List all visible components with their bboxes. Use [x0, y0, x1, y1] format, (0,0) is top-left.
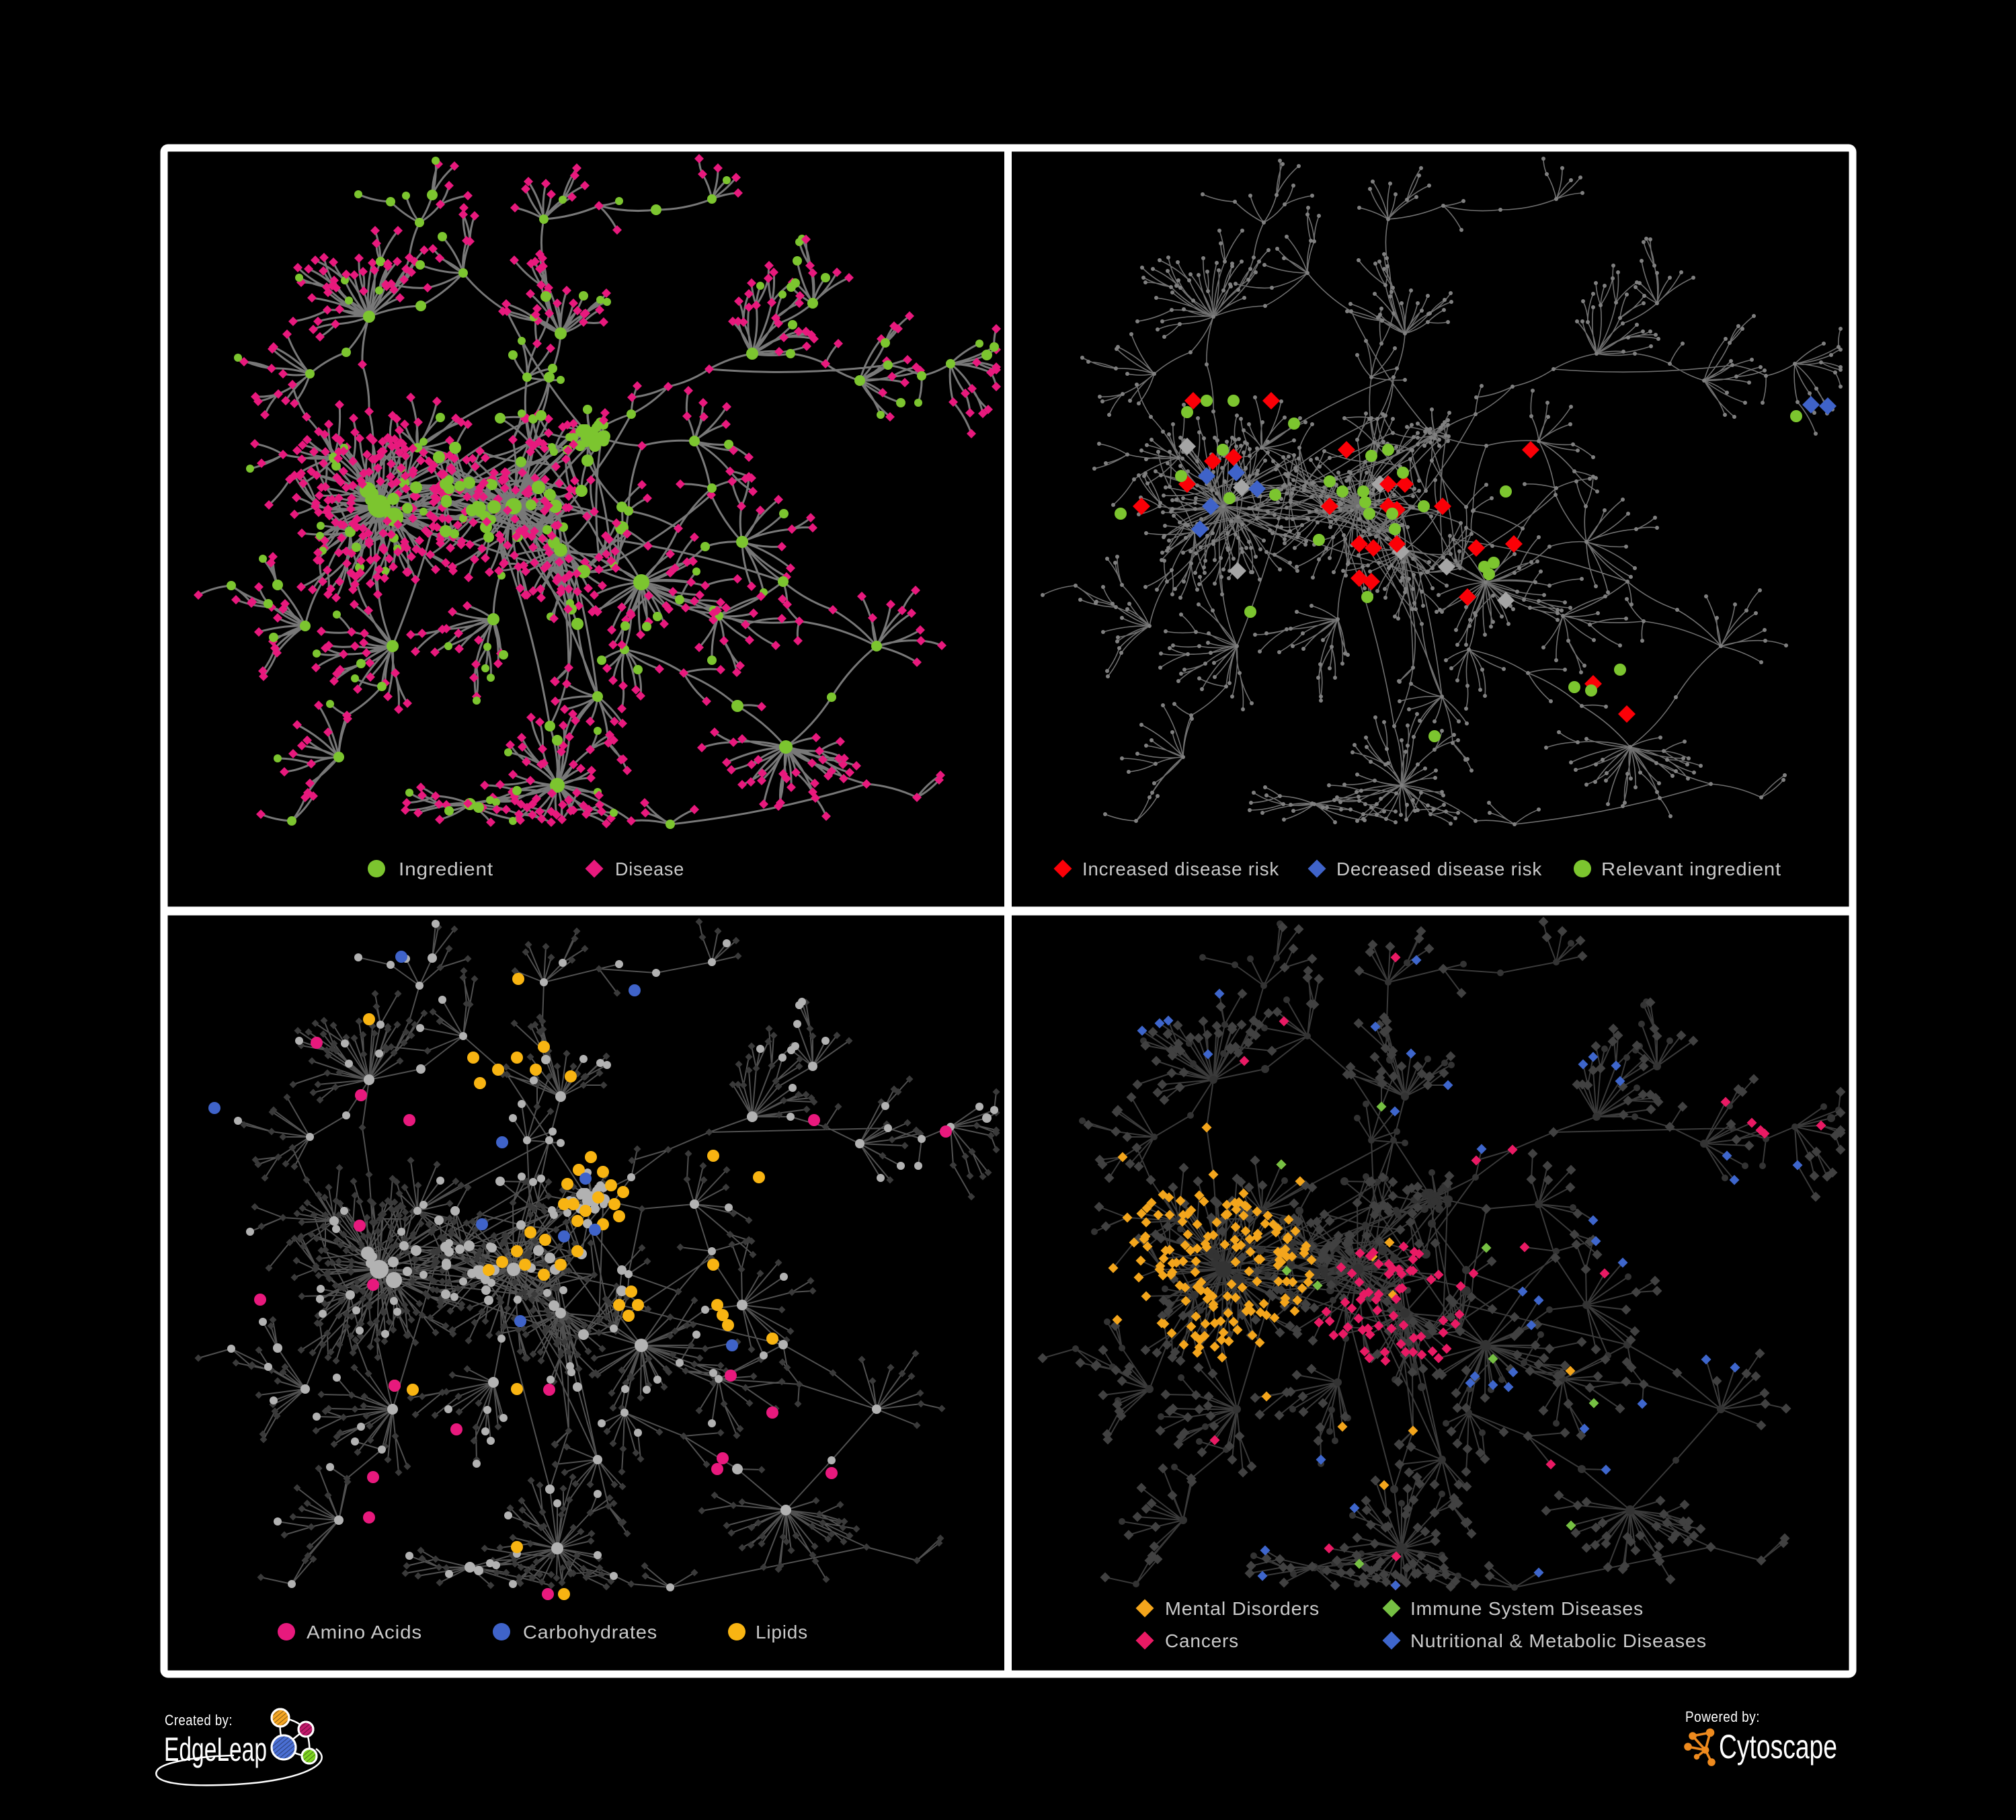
svg-text:Disease: Disease — [615, 859, 684, 879]
svg-text:Mental Disorders: Mental Disorders — [1165, 1598, 1320, 1619]
svg-text:Increased disease risk: Increased disease risk — [1082, 859, 1279, 879]
svg-text:Cancers: Cancers — [1165, 1630, 1239, 1651]
svg-text:Created by:: Created by: — [165, 1712, 233, 1729]
svg-text:Decreased disease risk: Decreased disease risk — [1336, 859, 1542, 879]
svg-text:Nutritional & Metabolic Diseas: Nutritional & Metabolic Diseases — [1410, 1630, 1707, 1651]
svg-text:Relevant ingredient: Relevant ingredient — [1601, 859, 1781, 879]
svg-text:Ingredient: Ingredient — [399, 859, 493, 879]
svg-text:Amino Acids: Amino Acids — [307, 1622, 422, 1643]
svg-text:EdgeLeap: EdgeLeap — [164, 1731, 267, 1768]
svg-text:Lipids: Lipids — [756, 1622, 808, 1643]
svg-text:Carbohydrates: Carbohydrates — [523, 1622, 657, 1643]
svg-text:Cytoscape: Cytoscape — [1719, 1728, 1837, 1766]
svg-text:Powered by:: Powered by: — [1685, 1708, 1760, 1725]
svg-text:Immune System Diseases: Immune System Diseases — [1410, 1598, 1644, 1619]
